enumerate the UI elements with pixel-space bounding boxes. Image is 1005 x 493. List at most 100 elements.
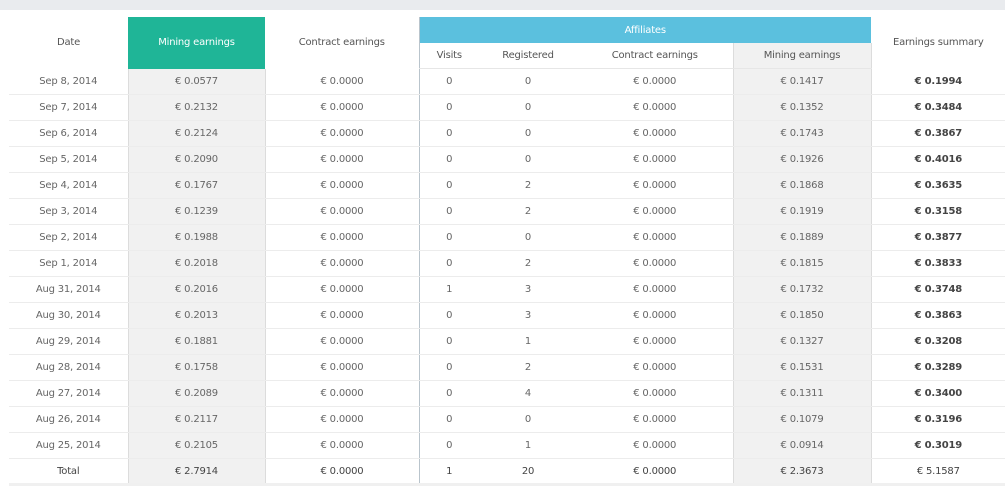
cell-aff-registered: 1 bbox=[479, 432, 577, 459]
cell-aff-visits: 0 bbox=[418, 198, 479, 225]
table-row: Aug 25, 2014 € 0.2105 € 0.0000 0 1 € 0.0000 € … bbox=[9, 432, 1005, 459]
cell-aff-mining-earnings: € 0.0914 bbox=[732, 432, 872, 459]
cell-aff-visits: 0 bbox=[418, 380, 479, 407]
cell-aff-visits: 0 bbox=[418, 354, 479, 381]
header-contract-earnings[interactable]: Contract earnings bbox=[298, 37, 385, 49]
cell-contract-earnings: € 0.0000 bbox=[265, 68, 419, 95]
cell-aff-mining-earnings: € 0.1815 bbox=[732, 250, 872, 277]
cell-earnings-summary: € 0.3484 bbox=[871, 94, 1005, 121]
cell-aff-registered: 3 bbox=[479, 276, 577, 303]
cell-earnings-summary: € 0.3289 bbox=[871, 354, 1005, 381]
total-summary: € 5.1587 bbox=[916, 466, 960, 477]
table-row: Aug 30, 2014 € 0.2013 € 0.0000 0 3 € 0.0000 € … bbox=[9, 302, 1005, 329]
cell-earnings-summary: € 0.3196 bbox=[871, 406, 1005, 433]
cell-contract-earnings: € 0.0000 bbox=[265, 432, 419, 459]
table-row: Sep 6, 2014 € 0.2124 € 0.0000 0 0 € 0.0000 € 0… bbox=[9, 120, 1005, 147]
cell-date: Sep 2, 2014 bbox=[9, 224, 128, 251]
cell-aff-mining-earnings: € 0.1889 bbox=[732, 224, 872, 251]
cell-date: Aug 27, 2014 bbox=[9, 380, 128, 407]
table-row: Aug 29, 2014 € 0.1881 € 0.0000 0 1 € 0.0000 € … bbox=[9, 328, 1005, 355]
cell-aff-mining-earnings: € 0.1732 bbox=[732, 276, 872, 303]
cell-date: Sep 6, 2014 bbox=[9, 120, 128, 147]
cell-earnings-summary: € 0.3867 bbox=[871, 120, 1005, 147]
cell-aff-registered: 2 bbox=[479, 172, 577, 199]
cell-earnings-summary: € 0.3635 bbox=[871, 172, 1005, 199]
cell-aff-contract-earnings: € 0.0000 bbox=[577, 120, 733, 147]
table-row: Sep 4, 2014 € 0.1767 € 0.0000 0 2 € 0.0000 € 0… bbox=[9, 172, 1005, 199]
table-row: Aug 27, 2014 € 0.2089 € 0.0000 0 4 € 0.0000 € … bbox=[9, 380, 1005, 407]
table-row: Sep 3, 2014 € 0.1239 € 0.0000 0 2 € 0.0000 € 0… bbox=[9, 198, 1005, 225]
total-row: Total € 2.7914 € 0.0000 1 20 € 0.0000 € … bbox=[9, 458, 1005, 484]
cell-mining-earnings: € 0.2089 bbox=[127, 380, 266, 407]
header-affiliates: Affiliates bbox=[418, 17, 872, 43]
cell-aff-mining-earnings: € 0.1352 bbox=[732, 94, 872, 121]
cell-earnings-summary: € 0.3877 bbox=[871, 224, 1005, 251]
total-visits: 1 bbox=[418, 458, 479, 484]
header-date[interactable]: Date bbox=[56, 37, 81, 49]
cell-aff-registered: 2 bbox=[479, 250, 577, 277]
cell-date: Sep 3, 2014 bbox=[9, 198, 128, 225]
cell-aff-registered: 0 bbox=[479, 94, 577, 121]
cell-aff-contract-earnings: € 0.0000 bbox=[577, 146, 733, 173]
cell-aff-contract-earnings: € 0.0000 bbox=[577, 354, 733, 381]
header-earnings-summary[interactable]: Earnings summary bbox=[893, 37, 984, 49]
cell-earnings-summary: € 0.3863 bbox=[871, 302, 1005, 329]
table-row: Sep 8, 2014 € 0.0577 € 0.0000 0 0 € 0.0000 € 0… bbox=[9, 68, 1005, 95]
cell-mining-earnings: € 0.2124 bbox=[127, 120, 266, 147]
cell-aff-mining-earnings: € 0.1311 bbox=[732, 380, 872, 407]
cell-aff-registered: 0 bbox=[479, 120, 577, 147]
cell-aff-visits: 1 bbox=[418, 276, 479, 303]
total-registered: 20 bbox=[521, 466, 535, 477]
total-mining: € 2.7914 bbox=[127, 458, 266, 484]
cell-contract-earnings: € 0.0000 bbox=[265, 276, 419, 303]
cell-aff-visits: 0 bbox=[418, 94, 479, 121]
cell-aff-visits: 0 bbox=[418, 250, 479, 277]
cell-mining-earnings: € 0.2090 bbox=[127, 146, 266, 173]
cell-mining-earnings: € 0.2132 bbox=[127, 94, 266, 121]
cell-mining-earnings: € 0.1988 bbox=[127, 224, 266, 251]
cell-aff-contract-earnings: € 0.0000 bbox=[577, 328, 733, 355]
cell-aff-visits: 0 bbox=[418, 172, 479, 199]
cell-contract-earnings: € 0.0000 bbox=[265, 120, 419, 147]
cell-mining-earnings: € 0.2016 bbox=[127, 276, 266, 303]
cell-aff-registered: 3 bbox=[479, 302, 577, 329]
cell-aff-registered: 4 bbox=[479, 380, 577, 407]
cell-aff-registered: 0 bbox=[479, 406, 577, 433]
cell-aff-mining-earnings: € 0.1079 bbox=[732, 406, 872, 433]
cell-contract-earnings: € 0.0000 bbox=[265, 250, 419, 277]
table-row: Sep 2, 2014 € 0.1988 € 0.0000 0 0 € 0.0000 € 0… bbox=[9, 224, 1005, 251]
cell-earnings-summary: € 0.3833 bbox=[871, 250, 1005, 277]
cell-aff-contract-earnings: € 0.0000 bbox=[577, 250, 733, 277]
cell-aff-mining-earnings: € 0.1868 bbox=[732, 172, 872, 199]
cell-earnings-summary: € 0.1994 bbox=[871, 68, 1005, 95]
cell-aff-contract-earnings: € 0.0000 bbox=[577, 302, 733, 329]
cell-earnings-summary: € 0.3208 bbox=[871, 328, 1005, 355]
cell-aff-visits: 0 bbox=[418, 146, 479, 173]
cell-mining-earnings: € 0.1881 bbox=[127, 328, 266, 355]
header-aff-registered[interactable]: Registered bbox=[479, 43, 577, 69]
cell-aff-mining-earnings: € 0.1531 bbox=[732, 354, 872, 381]
cell-date: Sep 1, 2014 bbox=[9, 250, 128, 277]
cell-earnings-summary: € 0.4016 bbox=[871, 146, 1005, 173]
cell-mining-earnings: € 0.2013 bbox=[127, 302, 266, 329]
table-row: Aug 28, 2014 € 0.1758 € 0.0000 0 2 € 0.0000 € … bbox=[9, 354, 1005, 381]
cell-aff-mining-earnings: € 0.1926 bbox=[732, 146, 872, 173]
cell-contract-earnings: € 0.0000 bbox=[265, 406, 419, 433]
cell-earnings-summary: € 0.3748 bbox=[871, 276, 1005, 303]
cell-date: Sep 8, 2014 bbox=[9, 68, 128, 95]
cell-earnings-summary: € 0.3158 bbox=[871, 198, 1005, 225]
table-row: Sep 5, 2014 € 0.2090 € 0.0000 0 0 € 0.0000 € 0… bbox=[9, 146, 1005, 173]
header-aff-visits[interactable]: Visits bbox=[418, 43, 479, 69]
cell-contract-earnings: € 0.0000 bbox=[265, 354, 419, 381]
cell-contract-earnings: € 0.0000 bbox=[265, 172, 419, 199]
header-aff-contract-earnings[interactable]: Contract earnings bbox=[577, 43, 733, 69]
cell-date: Aug 29, 2014 bbox=[9, 328, 128, 355]
header-aff-mining-earnings[interactable]: Mining earnings bbox=[732, 43, 872, 69]
cell-date: Sep 4, 2014 bbox=[9, 172, 128, 199]
cell-mining-earnings: € 0.2117 bbox=[127, 406, 266, 433]
earnings-rows: Sep 8, 2014 € 0.0577 € 0.0000 0 0 € 0.0000 € 0… bbox=[9, 68, 1005, 484]
cell-aff-visits: 0 bbox=[418, 406, 479, 433]
cell-date: Aug 26, 2014 bbox=[9, 406, 128, 433]
header-mining-earnings[interactable]: Mining earnings bbox=[128, 17, 265, 69]
cell-aff-visits: 0 bbox=[418, 68, 479, 95]
